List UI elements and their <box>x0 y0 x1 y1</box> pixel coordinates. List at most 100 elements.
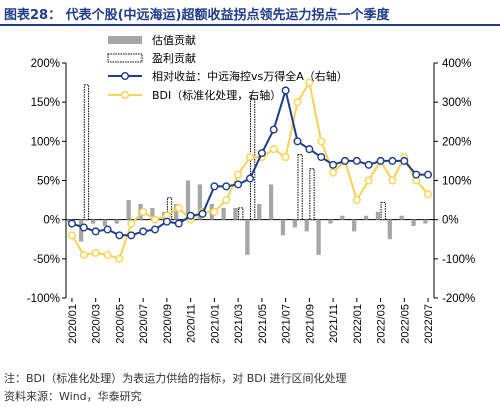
bdi-point <box>329 168 338 177</box>
valuation-bar <box>114 219 119 224</box>
bdi-point <box>151 215 160 224</box>
relative-return-point <box>103 225 112 234</box>
valuation-bar <box>328 219 333 224</box>
bdi-point <box>91 248 100 257</box>
left-tick-label: 200% <box>31 58 60 70</box>
valuation-bar <box>399 215 404 220</box>
relative-return-point <box>376 156 385 165</box>
bdi-point <box>364 176 373 185</box>
legend-marker-relative <box>120 71 129 80</box>
valuation-bar <box>363 215 369 220</box>
combo-chart: -100% -50% 0% 50% 100% 150% 200% -200% -100% 0% 10… <box>27 33 476 344</box>
x-tick-label: 2020/07 <box>138 304 150 344</box>
bdi-point <box>424 190 433 199</box>
valuation-bar <box>268 184 274 220</box>
left-tick-label: 150% <box>31 97 60 109</box>
chart-note: 注：BDI（标准化处理）为表运力供给的指标，对 BDI 进行区间化处理 <box>4 372 347 385</box>
valuation-bar <box>174 204 179 220</box>
x-tick-label: 2020/03 <box>91 304 103 344</box>
x-tick-label: 2022/03 <box>376 304 388 344</box>
right-tick-label: 0% <box>442 215 459 227</box>
bdi-point <box>388 176 397 185</box>
x-tick-label: 2021/11 <box>328 304 340 343</box>
valuation-bar <box>352 219 357 232</box>
right-tick-label: -200% <box>442 293 475 305</box>
x-tick-label: 2021/05 <box>257 304 269 344</box>
bdi-point <box>281 152 290 161</box>
relative-return-point <box>127 231 136 240</box>
left-tick-label: 100% <box>31 136 60 148</box>
relative-return-point <box>352 156 361 165</box>
bdi-point <box>269 145 278 154</box>
valuation-bar <box>221 207 226 220</box>
legend-label-earnings: 盈利贡献 <box>152 51 196 65</box>
relative-return-point <box>340 156 349 165</box>
relative-return-point <box>222 182 231 191</box>
valuation-bar <box>257 204 262 220</box>
valuation-bar <box>90 219 96 224</box>
x-tick-label: 2020/05 <box>114 304 126 344</box>
relative-return-point <box>139 227 148 236</box>
x-tick-label: 2021/07 <box>281 304 293 344</box>
data-source: 资料来源：Wind，华泰研究 <box>4 390 142 403</box>
x-tick-label: 2022/07 <box>423 304 435 344</box>
right-tick-label: -100% <box>442 254 475 266</box>
bdi-point <box>317 137 326 146</box>
relative-return-point <box>198 209 207 218</box>
x-tick-label: 2020/01 <box>67 304 79 344</box>
bdi-point <box>352 196 361 205</box>
relative-return-point <box>79 223 88 232</box>
relative-return-point <box>186 211 195 220</box>
valuation-bar <box>387 219 392 240</box>
relative-return-point <box>67 219 76 228</box>
relative-return-point <box>329 160 338 169</box>
bdi-point <box>139 207 148 216</box>
valuation-bar <box>185 180 191 220</box>
legend-label-valuation: 估值贡献 <box>152 33 196 47</box>
bdi-point <box>234 170 243 179</box>
x-tick-label: 2022/05 <box>399 304 411 344</box>
earnings-bar <box>297 154 303 221</box>
left-tick-label: -100% <box>27 293 60 305</box>
legend-label-bdi: BDI（标准化处理，右轴） <box>152 88 281 102</box>
valuation-bar <box>280 219 286 236</box>
valuation-bar <box>304 219 309 232</box>
valuation-bar <box>316 219 321 255</box>
relative-return-point <box>305 145 314 154</box>
valuation-bar <box>340 215 345 220</box>
bdi-point <box>305 78 314 87</box>
relative-return-point <box>293 137 302 146</box>
valuation-bar <box>292 219 297 228</box>
left-tick-label: -50% <box>33 254 60 266</box>
relative-return-point <box>174 219 183 228</box>
chart-title: 图表28： 代表个股(中远海运)超额收益拐点领先运力拐点一个季度 <box>4 8 390 23</box>
bdi-point <box>210 207 219 216</box>
relative-return-point <box>234 180 243 189</box>
relative-return-point <box>151 225 160 234</box>
valuation-bar <box>233 207 238 220</box>
earnings-bar <box>309 168 315 221</box>
valuation-bar <box>245 219 250 255</box>
x-tick-label: 2021/01 <box>209 304 221 344</box>
legend-marker-bdi <box>120 90 129 99</box>
right-tick-label: 300% <box>442 97 471 109</box>
bdi-point <box>115 254 124 263</box>
relative-return-point <box>364 160 373 169</box>
bdi-point <box>174 203 183 212</box>
x-tick-label: 2021/09 <box>304 304 316 344</box>
relative-return-point <box>269 125 278 134</box>
legend-swatch-earnings <box>107 53 143 63</box>
legend-swatch-valuation <box>108 36 142 44</box>
earnings-bar <box>238 207 244 221</box>
bdi-point <box>127 219 136 228</box>
valuation-bar <box>411 219 416 226</box>
x-tick-label: 2022/01 <box>352 304 364 344</box>
relative-return-point <box>400 156 409 165</box>
bdi-point <box>67 231 76 240</box>
relative-return-point <box>412 170 421 179</box>
x-tick-label: 2020/09 <box>162 304 174 344</box>
relative-return-point <box>388 156 397 165</box>
bdi-point <box>222 196 231 205</box>
legend-label-relative: 相对收益：中远海控vs万得全A（右轴） <box>152 69 348 83</box>
relative-return-point <box>91 227 100 236</box>
